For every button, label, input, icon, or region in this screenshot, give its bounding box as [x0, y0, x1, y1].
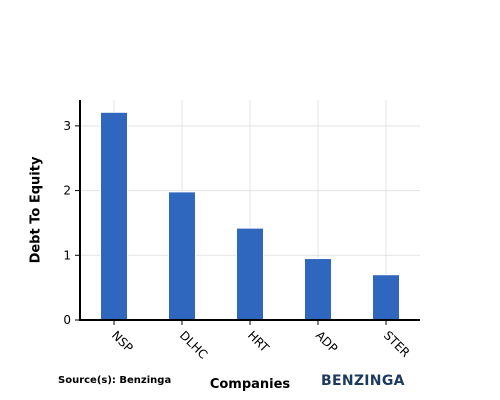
bar-adp [304, 258, 332, 321]
y-tick-label: 2 [63, 184, 71, 198]
bar-ster [372, 274, 400, 321]
bar-hrt [236, 227, 264, 321]
x-tick-label: DLHC [177, 328, 210, 361]
y-tick-label: 3 [63, 119, 71, 133]
x-tick-label: ADP [313, 328, 340, 355]
bar-dlhc [168, 191, 196, 321]
y-axis-label: Debt To Equity [28, 156, 44, 264]
x-tick-label: NSP [109, 328, 136, 355]
y-tick-label: 1 [63, 248, 71, 262]
brand-logo: BENZINGA [321, 373, 405, 389]
x-tick-label: HRT [245, 328, 272, 355]
y-tick-label: 0 [63, 313, 71, 327]
bar-nsp [100, 111, 128, 321]
x-axis-label: Companies [209, 377, 291, 392]
source-note: Source(s): Benzinga [58, 375, 172, 386]
x-tick-label: STER [381, 328, 413, 360]
